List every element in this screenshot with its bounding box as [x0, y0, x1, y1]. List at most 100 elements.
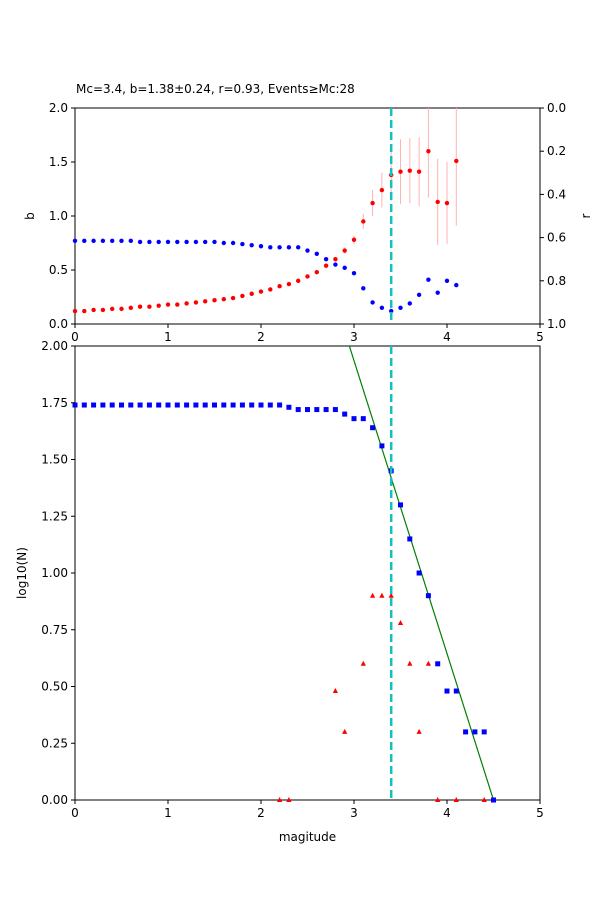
cumulative-count-point — [72, 402, 78, 408]
incremental-count-point — [342, 728, 348, 734]
incremental-count-point — [370, 592, 376, 598]
bottom-y-tick-label: 0.25 — [41, 736, 68, 750]
cumulative-count-point — [416, 570, 422, 576]
b-value-point — [82, 308, 87, 314]
cumulative-count-point — [453, 688, 459, 694]
b-value-point — [110, 306, 115, 312]
r-value-point — [351, 271, 357, 276]
r-value-point — [398, 305, 403, 310]
r-value-point — [342, 265, 347, 271]
r-value-point — [296, 245, 301, 250]
top-x-tick-label: 5 — [536, 330, 544, 344]
b-value-panel: Mc=3.4, b=1.38±0.24, r=0.93, Events≥Mc:2… — [23, 82, 593, 344]
cumulative-count-point — [174, 402, 180, 408]
bottom-y-tick-label: 1.50 — [41, 453, 68, 467]
cumulative-count-point — [491, 797, 496, 803]
b-value-point — [379, 187, 385, 193]
r-value-point — [444, 278, 450, 283]
cumulative-count-point — [314, 407, 320, 413]
b-value-point — [444, 200, 450, 206]
bottom-x-tick-label: 1 — [164, 806, 172, 820]
cumulative-count-point — [360, 416, 366, 422]
r-value-point — [379, 305, 385, 310]
cumulative-count-point — [109, 402, 115, 408]
r-value-point — [407, 301, 412, 306]
b-value-point — [351, 237, 357, 242]
incremental-count-point — [277, 797, 283, 802]
cumulative-count-point — [258, 402, 264, 408]
cumulative-count-point — [193, 402, 199, 408]
bottom-y-tick-label: 0.00 — [41, 793, 68, 807]
b-value-point — [370, 200, 375, 206]
incremental-count-point — [416, 728, 422, 734]
cumulative-count-point — [481, 729, 487, 735]
b-value-point — [314, 269, 319, 275]
cumulative-count-point — [267, 402, 273, 408]
cumulative-count-point — [165, 402, 171, 408]
bottom-y-tick-label: 1.00 — [41, 566, 68, 580]
cumulative-count-point — [323, 407, 329, 413]
incremental-count-point — [425, 660, 431, 666]
incremental-count-point — [360, 660, 366, 666]
bottom-x-tick-label: 3 — [350, 806, 358, 820]
cumulative-count-point — [379, 443, 385, 449]
cumulative-count-point — [128, 402, 134, 408]
incremental-count-point — [407, 660, 413, 666]
cumulative-count-point — [184, 402, 190, 408]
bottom-y-tick-label: 2.00 — [41, 339, 68, 353]
b-value-point — [286, 281, 292, 287]
r-value-point — [333, 262, 338, 267]
b-value-point — [137, 304, 143, 309]
top-y-tick-label: 0.0 — [49, 317, 68, 331]
r-value-point — [435, 290, 440, 295]
cumulative-count-point — [249, 402, 255, 408]
r-value-point — [258, 244, 264, 249]
r-value-point — [82, 238, 87, 244]
top-right-y-tick-label: 0.4 — [547, 187, 566, 201]
b-value-point — [72, 308, 78, 314]
r-value-point — [361, 286, 366, 291]
top-x-tick-label: 2 — [257, 330, 265, 344]
b-value-point — [249, 291, 254, 296]
r-value-point — [249, 242, 254, 248]
bottom-y-tick-label: 1.75 — [41, 396, 68, 410]
cumulative-count-point — [277, 402, 283, 408]
b-value-point — [268, 287, 273, 292]
r-value-point — [416, 292, 422, 298]
r-value-point — [212, 239, 217, 245]
r-value-point — [175, 239, 180, 245]
r-value-point — [119, 238, 124, 244]
frequency-magnitude-panel: 0 1 2 3 4 5 0.00 0.25 0.50 0.75 1.00 1.25 1.50 1.75 2.… — [15, 339, 544, 844]
b-value-point — [435, 199, 440, 205]
incremental-count-point — [332, 688, 338, 694]
top-y-tick-label: 2.0 — [49, 101, 68, 115]
b-value-point — [165, 302, 171, 307]
bottom-y-tick-label: 0.50 — [41, 680, 68, 694]
r-value-point — [128, 238, 133, 244]
bottom-x-axis-label: magitude — [279, 830, 336, 844]
b-value-point — [305, 274, 310, 279]
incremental-count-point — [435, 797, 441, 802]
b-value-point — [361, 219, 366, 224]
b-value-point — [333, 257, 338, 262]
top-right-y-tick-label: 0.0 — [547, 101, 566, 115]
b-value-point — [323, 263, 329, 268]
b-value-point — [203, 299, 208, 304]
top-y-tick-label: 1.5 — [49, 155, 68, 169]
chart-title: Mc=3.4, b=1.38±0.24, r=0.93, Events≥Mc:2… — [76, 82, 355, 96]
cumulative-count-point — [100, 402, 106, 408]
cumulative-count-point — [444, 688, 450, 694]
b-value-point — [240, 293, 245, 299]
r-value-point — [110, 238, 115, 244]
b-value-point — [416, 169, 422, 174]
top-right-y-tick-label: 0.2 — [547, 144, 566, 158]
r-value-point — [100, 238, 106, 244]
b-value-point — [175, 302, 180, 307]
incremental-count-point — [388, 592, 394, 598]
b-value-point — [277, 284, 282, 289]
b-value-point — [91, 307, 96, 313]
cumulative-count-point — [91, 402, 97, 408]
cumulative-count-point — [221, 402, 227, 408]
cumulative-count-point — [119, 402, 124, 408]
cumulative-count-point — [239, 402, 245, 408]
